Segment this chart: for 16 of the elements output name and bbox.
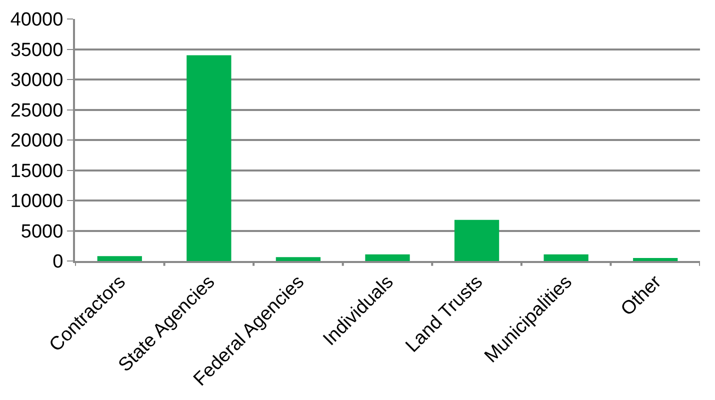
- y-tick-label: 5000: [20, 221, 64, 242]
- y-tick-label: 20000: [10, 130, 64, 152]
- y-tick-label: 0: [52, 252, 64, 273]
- bar: [276, 257, 321, 261]
- bar: [97, 256, 142, 261]
- y-tick-label: 40000: [10, 10, 64, 31]
- y-tick-label: 30000: [10, 70, 64, 92]
- bar: [186, 55, 232, 261]
- bar: [544, 254, 588, 261]
- y-tick-label: 15000: [10, 160, 64, 182]
- bar: [633, 258, 678, 261]
- y-tick-label: 25000: [10, 100, 64, 122]
- bar: [454, 220, 500, 261]
- bar: [365, 254, 410, 261]
- y-tick-label: 35000: [10, 40, 64, 61]
- y-tick-label: 10000: [10, 191, 64, 212]
